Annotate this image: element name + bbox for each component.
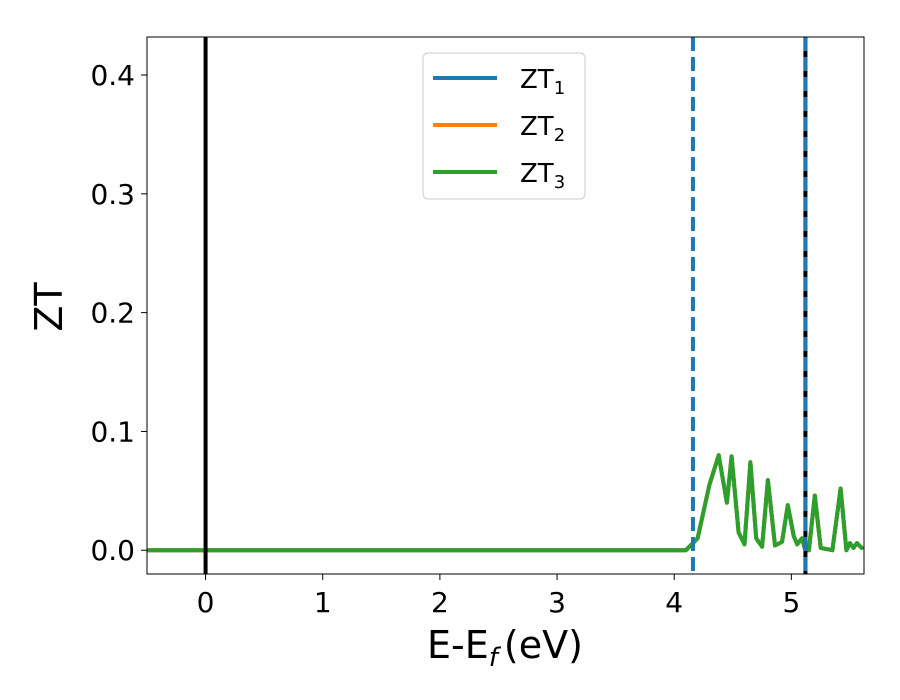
- y-tick-label: 0.3: [90, 178, 135, 211]
- legend: ZT1 ZT2 ZT3: [422, 52, 586, 200]
- series-line-zt-3: [147, 453, 864, 553]
- legend-box: [422, 52, 586, 200]
- legend-label-1: ZT1: [520, 65, 565, 99]
- plot-area: [147, 37, 864, 574]
- y-tick-label: 0.1: [90, 415, 135, 448]
- x-tick-label: 5: [782, 586, 800, 619]
- legend-label-3: ZT3: [520, 159, 565, 193]
- x-tick-label: 3: [548, 586, 566, 619]
- x-tick-label: 0: [197, 586, 215, 619]
- legend-label-2: ZT2: [520, 112, 565, 146]
- x-axis-label: E-Ef (eV): [427, 623, 583, 673]
- y-tick-label: 0.2: [90, 297, 135, 330]
- axes-frame: [146, 36, 865, 575]
- y-axis-label: ZT: [27, 282, 71, 332]
- y-tick-label: 0.0: [90, 534, 135, 567]
- x-tick-label: 4: [665, 586, 683, 619]
- x-tick-label: 2: [431, 586, 449, 619]
- y-tick-label: 0.4: [90, 59, 135, 92]
- x-tick-label: 1: [314, 586, 332, 619]
- y-axis-ticks: 0.0 0.1 0.2 0.3 0.4: [90, 59, 147, 567]
- x-axis-ticks: 0 1 2 3 4 5: [197, 574, 800, 619]
